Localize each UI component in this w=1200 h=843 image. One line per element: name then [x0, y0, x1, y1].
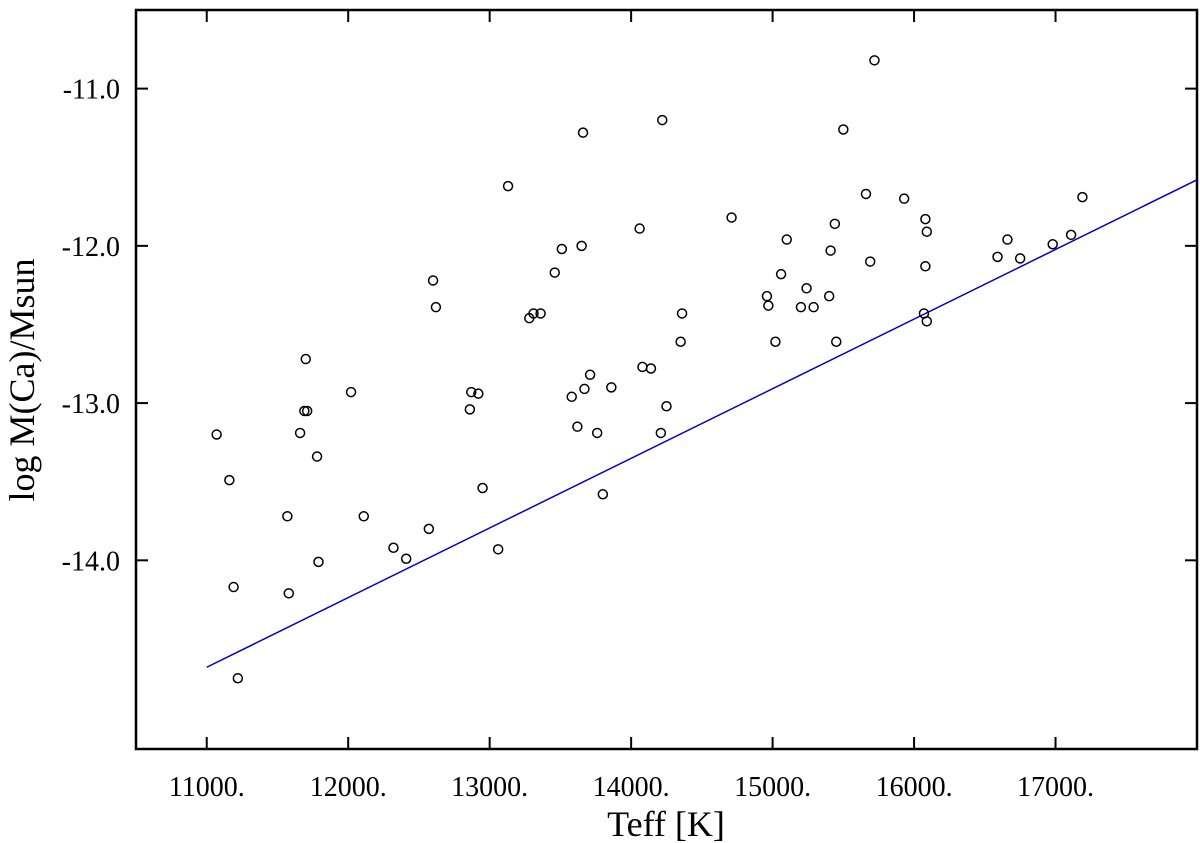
data-point [921, 226, 933, 237]
data-point [232, 672, 244, 684]
data-point [477, 482, 488, 494]
data-point [301, 405, 313, 417]
data-point [823, 290, 835, 302]
data-point [829, 218, 841, 230]
data-point [675, 336, 686, 348]
data-point [345, 386, 357, 398]
data-point [795, 301, 807, 313]
data-point [597, 489, 609, 500]
data-point [427, 275, 439, 286]
data-point [770, 336, 781, 348]
data-point [637, 361, 648, 373]
data-point [299, 405, 310, 417]
data-point [492, 544, 504, 555]
data-point [311, 451, 323, 462]
data-point [781, 234, 792, 245]
data-point [358, 511, 370, 522]
data-point [466, 386, 477, 398]
data-point [566, 391, 577, 403]
x-tick-label: 13000. [451, 772, 528, 803]
data-point [572, 421, 583, 432]
data-point [775, 268, 787, 280]
data-point [838, 124, 849, 135]
data-point [801, 283, 812, 294]
data-point [224, 474, 235, 486]
data-point [577, 127, 589, 138]
data-point [992, 251, 1003, 263]
data-point [211, 429, 222, 440]
data-point [294, 427, 306, 439]
data-points [211, 55, 1088, 684]
data-point [869, 55, 880, 66]
data-point [579, 383, 590, 395]
data-point [576, 240, 587, 252]
x-tick-label: 17000. [1017, 772, 1094, 803]
data-point [645, 363, 657, 374]
data-point [430, 301, 442, 313]
y-axis-label: log M(Ca)/Msun [2, 259, 42, 502]
data-point [920, 261, 931, 272]
data-point [313, 556, 324, 568]
data-point [864, 256, 876, 267]
data-point [283, 588, 295, 599]
data-point [920, 213, 931, 225]
data-point [388, 542, 399, 553]
data-point [502, 180, 514, 192]
data-point [282, 511, 293, 522]
data-point [898, 193, 910, 204]
fit-line [206, 179, 1198, 668]
data-point [860, 188, 872, 200]
data-point [831, 336, 842, 348]
data-point [556, 243, 568, 255]
data-point [676, 308, 688, 319]
y-tick-label: -12.0 [62, 232, 120, 263]
fit-line-segment [206, 179, 1198, 668]
data-point [528, 308, 539, 319]
data-point [657, 114, 668, 126]
plot-area [134, 8, 1199, 751]
y-axis-ticks: -11.0 -12.0 -13.0 -14.0 [62, 75, 1197, 577]
data-point [825, 245, 836, 256]
data-point [1077, 191, 1088, 203]
data-point [228, 581, 239, 593]
data-point [1047, 239, 1058, 250]
data-point [726, 212, 737, 223]
data-point [1014, 253, 1026, 264]
data-point [634, 223, 645, 234]
y-tick-label: -14.0 [62, 546, 120, 577]
data-point [655, 427, 667, 439]
data-point [761, 290, 773, 302]
plot-frame [134, 8, 1199, 751]
data-point [464, 404, 476, 415]
data-point [300, 353, 312, 365]
data-point [1065, 229, 1077, 241]
x-axis-ticks: 11000. 12000. 13000. 14000. 15000. 16000. 1700… [169, 10, 1094, 803]
data-point [423, 523, 435, 535]
x-tick-label: 15000. [734, 772, 811, 803]
x-axis-label: Teff [K] [607, 804, 725, 843]
x-tick-label: 11000. [169, 772, 245, 803]
data-point [584, 369, 596, 381]
data-point [400, 553, 412, 564]
x-tick-label: 14000. [593, 772, 670, 803]
x-tick-label: 12000. [310, 772, 387, 803]
y-tick-label: -13.0 [62, 389, 120, 420]
data-point [606, 382, 617, 393]
data-point [921, 316, 933, 327]
data-point [763, 300, 774, 311]
x-tick-label: 16000. [876, 772, 953, 803]
data-point [549, 267, 560, 278]
data-point [1002, 234, 1013, 245]
y-tick-label: -11.0 [63, 75, 120, 106]
data-point [661, 400, 672, 412]
data-point [473, 388, 484, 399]
data-point [591, 427, 603, 439]
data-point [535, 308, 546, 319]
data-point [808, 301, 819, 313]
